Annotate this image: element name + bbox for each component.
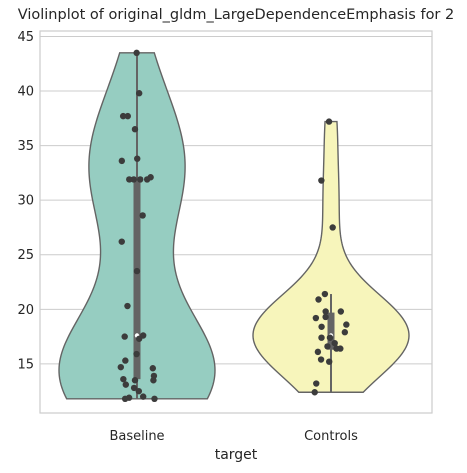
- data-point: [321, 290, 329, 298]
- data-point: [122, 381, 130, 388]
- data-point: [135, 90, 143, 97]
- data-point: [134, 155, 141, 162]
- plot-frame: [39, 30, 433, 414]
- data-point: [121, 395, 129, 403]
- data-point: [139, 393, 147, 400]
- data-point: [326, 334, 334, 341]
- data-point: [317, 356, 325, 363]
- data-point: [124, 302, 131, 310]
- data-point: [122, 357, 129, 364]
- violins: [58, 52, 410, 400]
- data-point: [341, 329, 349, 336]
- data-point: [131, 126, 139, 133]
- data-point: [331, 339, 338, 347]
- y-tick-labels: 15 20 25 30 35 40 45: [17, 30, 34, 372]
- data-point: [119, 112, 127, 120]
- data-point: [315, 296, 322, 303]
- data-point: [139, 212, 146, 219]
- x-tick-labels: Baseline Controls: [109, 429, 358, 444]
- iqr-box: [133, 178, 141, 380]
- x-axis-label: target: [215, 447, 258, 463]
- violin-controls: [252, 120, 410, 393]
- data-point: [135, 335, 143, 342]
- data-point: [133, 49, 140, 57]
- data-point: [133, 267, 141, 275]
- data-point: [151, 395, 158, 403]
- data-point: [130, 176, 137, 183]
- iqr-box: [327, 312, 335, 350]
- data-point: [126, 176, 133, 183]
- data-point: [130, 384, 138, 392]
- data-point: [333, 345, 340, 352]
- y-tick-label: 15: [17, 357, 34, 372]
- data-point: [318, 177, 325, 184]
- data-point: [149, 365, 157, 372]
- y-tick-label: 40: [17, 85, 34, 100]
- data-point: [314, 348, 322, 356]
- data-point: [322, 313, 329, 321]
- data-point: [312, 314, 320, 322]
- y-tick-label: 45: [17, 30, 34, 45]
- data-point: [318, 323, 325, 330]
- y-tick-label: 20: [17, 303, 34, 318]
- data-point: [117, 363, 125, 371]
- data-point: [337, 308, 345, 315]
- y-tick-label: 30: [17, 194, 34, 209]
- data-point: [120, 375, 127, 383]
- data-point: [124, 112, 131, 120]
- x-tick-label: Baseline: [109, 429, 164, 444]
- data-point: [118, 157, 126, 165]
- data-point: [118, 238, 125, 245]
- x-tick-label: Controls: [304, 429, 358, 444]
- data-point: [137, 176, 144, 183]
- strip-points: [117, 49, 350, 403]
- data-point: [343, 321, 350, 328]
- data-point: [133, 350, 140, 358]
- y-tick-label: 35: [17, 139, 34, 154]
- data-point: [150, 377, 157, 384]
- data-point: [313, 380, 320, 387]
- data-point: [322, 308, 329, 315]
- data-point: [135, 387, 143, 395]
- data-point: [121, 333, 128, 340]
- data-point: [329, 224, 336, 231]
- data-point: [325, 118, 333, 125]
- chart-title: Violinplot of original_gldm_LargeDepende…: [18, 7, 454, 23]
- data-point: [326, 358, 333, 365]
- data-point: [311, 389, 318, 396]
- data-point: [143, 176, 151, 183]
- data-point: [318, 334, 325, 341]
- data-point: [324, 343, 331, 350]
- data-point: [131, 377, 139, 384]
- y-tick-label: 25: [17, 248, 34, 263]
